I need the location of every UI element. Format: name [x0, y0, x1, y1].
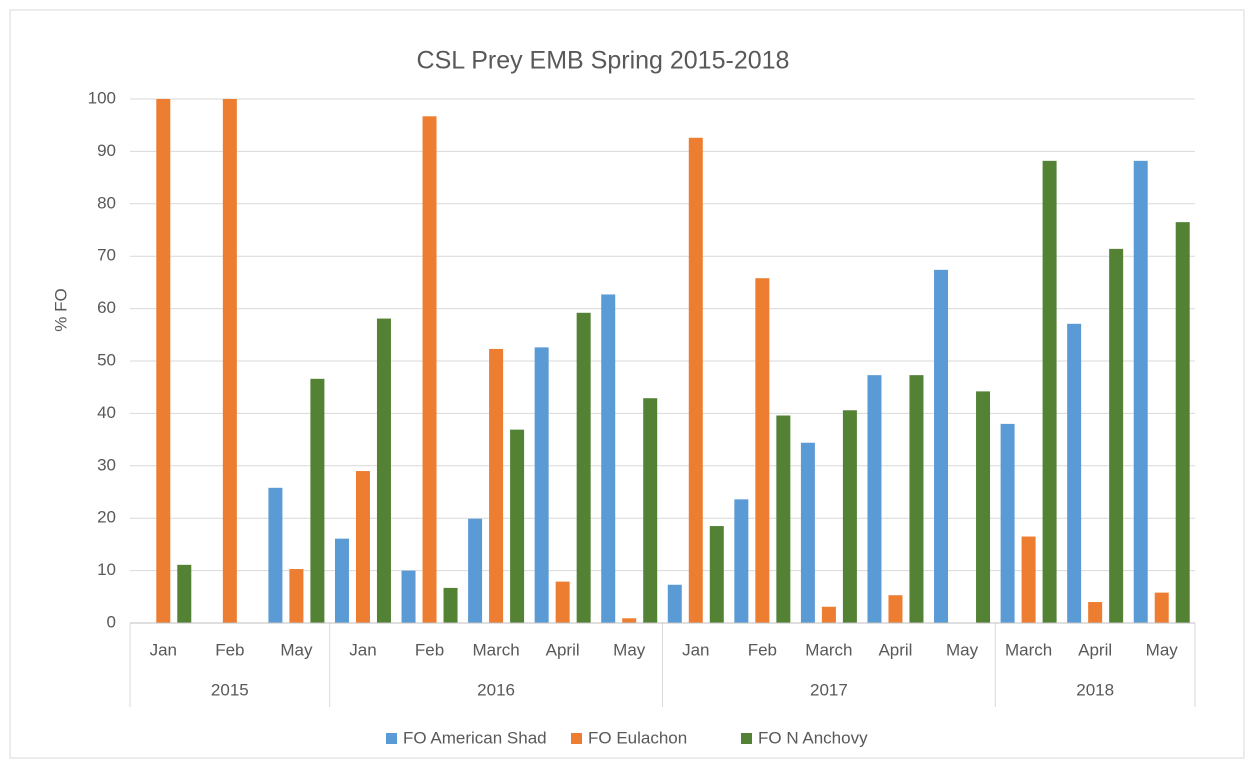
y-tick-label: 50	[97, 350, 116, 369]
x-tick-label: Feb	[748, 640, 777, 659]
bar	[867, 375, 882, 623]
chart-title: CSL Prey EMB Spring 2015-2018	[417, 47, 790, 75]
bar	[468, 518, 483, 623]
bar	[909, 375, 924, 623]
y-tick-label: 10	[97, 560, 116, 579]
y-tick-label: 20	[97, 508, 116, 527]
x-tick-label: May	[1146, 640, 1179, 659]
bar	[156, 99, 171, 623]
bar	[401, 570, 416, 623]
bar	[776, 415, 791, 623]
bar	[667, 584, 682, 623]
bar	[1154, 592, 1169, 623]
bar	[976, 391, 991, 623]
group-label: 2018	[1076, 680, 1114, 699]
x-tick-label: Jan	[349, 640, 376, 659]
y-axis-label: % FO	[51, 288, 70, 331]
bar	[1021, 536, 1036, 623]
y-tick-label: 0	[107, 612, 116, 631]
x-tick-label: Jan	[150, 640, 177, 659]
x-tick-label: May	[946, 640, 979, 659]
x-tick-label: Feb	[215, 640, 244, 659]
group-label: 2017	[810, 680, 848, 699]
bar	[422, 116, 437, 624]
bar	[755, 278, 770, 623]
x-tick-label: Feb	[415, 640, 444, 659]
bar	[222, 99, 237, 623]
bar	[709, 526, 724, 623]
bar	[888, 595, 903, 623]
bar	[1133, 160, 1148, 623]
y-tick-label: 70	[97, 246, 116, 265]
x-tick-label: April	[1078, 640, 1112, 659]
legend-swatch	[386, 733, 397, 744]
legend-label: FO Eulachon	[588, 728, 687, 747]
bar	[576, 312, 591, 623]
bar	[289, 569, 304, 623]
bar	[555, 581, 570, 623]
bar	[355, 471, 370, 623]
x-tick-label: Jan	[682, 640, 709, 659]
bar	[268, 487, 283, 623]
bar	[1175, 222, 1190, 623]
x-tick-label: March	[472, 640, 519, 659]
bar	[622, 618, 637, 623]
x-tick-label: May	[280, 640, 313, 659]
y-tick-label: 30	[97, 455, 116, 474]
y-tick-label: 80	[97, 193, 116, 212]
chart-border	[9, 9, 1245, 759]
x-tick-label: April	[546, 640, 580, 659]
group-label: 2015	[211, 680, 249, 699]
y-tick-label: 100	[88, 88, 116, 107]
bar	[934, 269, 949, 623]
y-tick-label: 40	[97, 403, 116, 422]
bar	[510, 429, 525, 623]
bar	[376, 318, 391, 623]
bar	[821, 606, 836, 623]
bar	[688, 137, 703, 623]
y-tick-label: 60	[97, 298, 116, 317]
legend-swatch	[741, 733, 752, 744]
bar	[1109, 248, 1124, 623]
bar	[1042, 160, 1057, 623]
bar	[800, 442, 815, 623]
bar	[734, 499, 749, 623]
bar	[1000, 423, 1015, 623]
bar	[842, 410, 857, 623]
legend-label: FO American Shad	[403, 728, 547, 747]
group-label: 2016	[477, 680, 515, 699]
y-tick-label: 90	[97, 141, 116, 160]
bar	[310, 378, 325, 623]
legend-label: FO N Anchovy	[758, 728, 868, 747]
legend-swatch	[571, 733, 582, 744]
bar	[334, 538, 349, 623]
bar	[1088, 602, 1103, 623]
bar	[643, 398, 658, 623]
bar	[1067, 323, 1082, 623]
x-tick-label: April	[878, 640, 912, 659]
bar	[489, 348, 504, 623]
x-tick-label: March	[1005, 640, 1052, 659]
bar	[534, 347, 549, 623]
bar	[443, 587, 458, 623]
x-tick-label: March	[805, 640, 852, 659]
x-tick-label: May	[613, 640, 646, 659]
bar	[601, 294, 616, 623]
bar	[177, 564, 192, 623]
